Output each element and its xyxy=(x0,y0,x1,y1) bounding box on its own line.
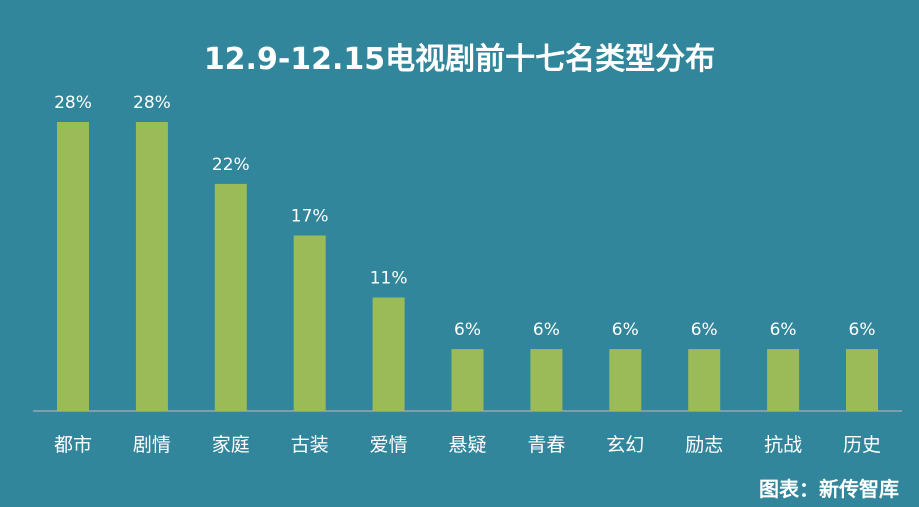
data-label-8: 6% xyxy=(612,320,639,340)
bar-7 xyxy=(530,349,563,411)
bar-5 xyxy=(372,297,405,411)
data-label-2: 28% xyxy=(133,93,171,113)
bar-6 xyxy=(451,349,484,411)
data-label-9: 6% xyxy=(691,320,718,340)
x-tick-label-6: 悬疑 xyxy=(448,434,486,456)
x-tick-label-7: 青春 xyxy=(527,434,565,456)
data-label-11: 6% xyxy=(849,320,876,340)
data-label-4: 17% xyxy=(291,207,329,227)
data-label-5: 11% xyxy=(370,269,408,289)
bar-1 xyxy=(57,122,89,411)
bar-9 xyxy=(688,349,721,411)
data-label-10: 6% xyxy=(770,320,797,340)
bar-2 xyxy=(135,122,168,411)
bar-10 xyxy=(767,349,800,411)
x-tick-label-5: 爱情 xyxy=(370,434,408,456)
x-tick-label-8: 玄幻 xyxy=(606,434,644,456)
data-label-3: 22% xyxy=(212,155,250,175)
x-tick-label-3: 家庭 xyxy=(212,434,250,456)
x-tick-label-9: 励志 xyxy=(685,434,723,456)
data-label-6: 6% xyxy=(454,320,481,340)
chart-title: 12.9-12.15电视剧前十七名类型分布 xyxy=(203,42,716,77)
bar-4 xyxy=(293,235,326,411)
data-label-7: 6% xyxy=(533,320,560,340)
x-tick-label-11: 历史 xyxy=(843,434,881,456)
source-credit: 图表：新传智库 xyxy=(759,477,899,501)
x-tick-label-1: 都市 xyxy=(54,434,92,456)
bar-11 xyxy=(846,349,878,411)
x-tick-label-10: 抗战 xyxy=(764,434,802,456)
data-label-1: 28% xyxy=(54,93,92,113)
x-tick-label-2: 剧情 xyxy=(133,434,171,456)
bar-3 xyxy=(214,183,247,411)
bar-8 xyxy=(609,349,642,411)
x-tick-label-4: 古装 xyxy=(291,434,329,456)
